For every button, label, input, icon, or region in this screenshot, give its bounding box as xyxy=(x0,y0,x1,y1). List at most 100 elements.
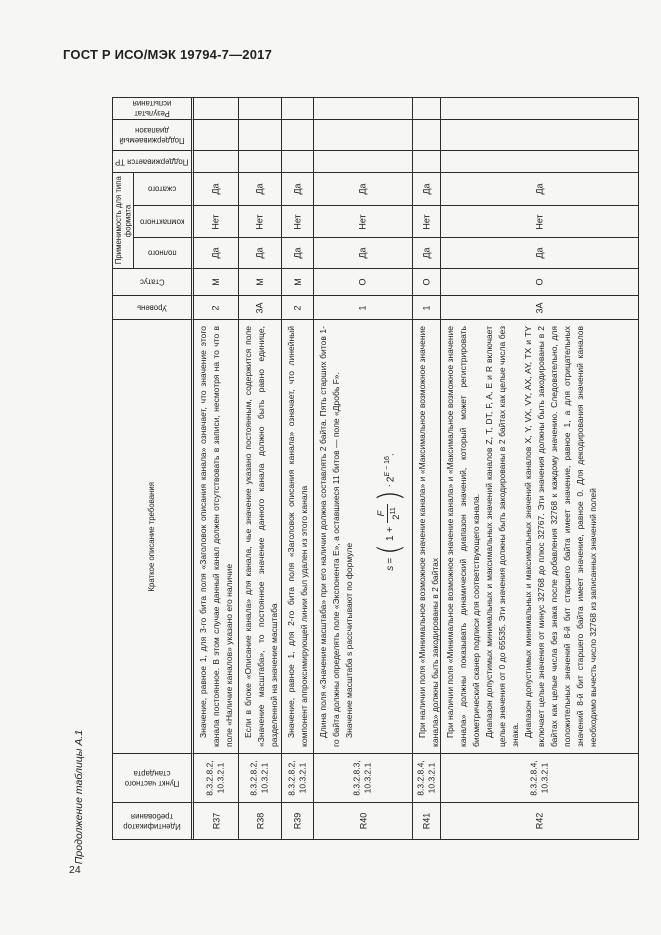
description-paragraph: Значение, равное 1, для 2-го бита поля «… xyxy=(286,326,309,747)
cell-r37-clause: 8.3.2.8.2, 10.3.2.1 xyxy=(194,754,239,803)
cell-r37-description: Значение, равное 1, для 3-го бита поля «… xyxy=(194,320,239,754)
description-paragraph: Если в блоке «Описание канала» для канал… xyxy=(243,326,279,747)
formula-times: ⋅ xyxy=(384,484,396,488)
formula-denominator: 211 xyxy=(387,504,403,523)
cell-r40-description: Длина поля «Значение масштаба» при его н… xyxy=(314,320,413,754)
cell-r37-status: М xyxy=(194,269,239,296)
formula-power-term: 2E − 16. xyxy=(383,453,397,483)
cell-r39-id: R39 xyxy=(282,803,314,839)
row-label-level: Уровень xyxy=(113,296,194,320)
cell-r41-level: 1 xyxy=(413,296,441,320)
description-paragraph: Значение масштаба s рассчитывают по форм… xyxy=(344,542,354,738)
page-number: 24 xyxy=(69,864,81,876)
formula-open-paren: ( xyxy=(371,543,408,555)
cell-r38-status: М xyxy=(239,269,282,296)
cell-r39-result xyxy=(282,98,314,120)
cell-r42-compact: Нет xyxy=(441,206,638,238)
row-label-status: Статус xyxy=(113,269,194,296)
cell-r41-clause: 8.3.2.8.4, 10.3.2.1 xyxy=(413,754,441,803)
row-label-applicability-group: Применимость для типа формата xyxy=(113,173,134,269)
cell-r41-full: Да xyxy=(413,238,441,269)
cell-r38-compressed: Да xyxy=(239,173,282,206)
cell-r39-clause: 8.3.2.8.2, 10.3.2.1 xyxy=(282,754,314,803)
cell-r37-compact: Нет xyxy=(194,206,239,238)
cell-r37-compressed: Да xyxy=(194,173,239,206)
cell-r41-status: О xyxy=(413,269,441,296)
cell-r37-level: 2 xyxy=(194,296,239,320)
formula-one-plus: 1 + xyxy=(384,526,396,541)
cell-r40-status: О xyxy=(314,269,413,296)
cell-r42-range xyxy=(441,120,638,151)
cell-r42-full: Да xyxy=(441,238,638,269)
cell-r41-compressed: Да xyxy=(413,173,441,206)
cell-r39-description: Значение, равное 1, для 2-го бита поля «… xyxy=(282,320,314,754)
cell-r38-level: 3А xyxy=(239,296,282,320)
row-label-supported-tr: Поддерживается ТР xyxy=(113,151,194,173)
cell-r37-result xyxy=(194,98,239,120)
cell-r42-clause: 8.3.2.8.4, 10.3.2.1 xyxy=(441,754,638,803)
requirements-table: Результат испытания Поддерживаемый диапа… xyxy=(112,97,639,840)
cell-r39-full: Да xyxy=(282,238,314,269)
cell-r40-result xyxy=(314,98,413,120)
cell-r40-level: 1 xyxy=(314,296,413,320)
cell-r39-compact: Нет xyxy=(282,206,314,238)
row-label-result: Результат испытания xyxy=(113,98,194,120)
cell-r39-range xyxy=(282,120,314,151)
cell-r40-compressed: Да xyxy=(314,173,413,206)
formula-numerator: F xyxy=(376,510,388,517)
table-continuation-caption-text: Продолжение таблицы А.1 xyxy=(73,729,85,865)
cell-r38-range xyxy=(239,120,282,151)
cell-r41-tr xyxy=(413,151,441,173)
row-label-requirement-id: Идентификатор требования xyxy=(113,803,194,839)
cell-r40-range xyxy=(314,120,413,151)
cell-r40-tr xyxy=(314,151,413,173)
cell-r37-range xyxy=(194,120,239,151)
cell-r41-range xyxy=(413,120,441,151)
row-label-short-description: Краткое описание требования xyxy=(113,320,194,754)
description-paragraph: При наличии поля «Минимальное возможное … xyxy=(417,326,440,747)
cell-r41-compact: Нет xyxy=(413,206,441,238)
cell-r38-description: Если в блоке «Описание канала» для канал… xyxy=(239,320,282,754)
row-label-full: полного xyxy=(134,238,194,269)
description-paragraph: Диапазон допустимых минимальных и максим… xyxy=(484,326,520,747)
formula-fraction: F 211 xyxy=(376,504,403,523)
cell-r38-clause: 8.3.2.8.2, 10.3.2.1 xyxy=(239,754,282,803)
cell-r39-status: М xyxy=(282,269,314,296)
cell-r42-description: При наличии поля «Минимальное возможное … xyxy=(441,320,638,754)
cell-r40-clause: 8.3.2.8.3, 10.3.2.1 xyxy=(314,754,413,803)
description-paragraph: Длина поля «Значение масштаба» при его н… xyxy=(318,326,341,747)
cell-r40-id: R40 xyxy=(314,803,413,839)
cell-r37-full: Да xyxy=(194,238,239,269)
row-label-compact: компактного xyxy=(134,206,194,238)
document-header-title: ГОСТ Р ИСО/МЭК 19794-7—2017 xyxy=(63,47,272,62)
cell-r42-level: 3А xyxy=(441,296,638,320)
cell-r37-id: R37 xyxy=(194,803,239,839)
cell-r39-tr xyxy=(282,151,314,173)
cell-r40-full: Да xyxy=(314,238,413,269)
cell-r39-compressed: Да xyxy=(282,173,314,206)
description-paragraph: При наличии поля «Минимальное возможное … xyxy=(445,326,481,747)
row-label-compressed: сжатого xyxy=(134,173,194,206)
cell-r38-id: R38 xyxy=(239,803,282,839)
cell-r41-result xyxy=(413,98,441,120)
cell-r42-result xyxy=(441,98,638,120)
formula-close-paren: ) xyxy=(371,490,408,502)
formula-lhs: s xyxy=(384,565,396,571)
cell-r42-compressed: Да xyxy=(441,173,638,206)
description-paragraph: Значение, равное 1, для 3-го бита поля «… xyxy=(198,326,234,747)
cell-r38-result xyxy=(239,98,282,120)
cell-r37-tr xyxy=(194,151,239,173)
description-paragraph: Диапазон допустимых минимальных и максим… xyxy=(523,326,598,747)
cell-r41-description: При наличии поля «Минимальное возможное … xyxy=(413,320,441,754)
cell-r38-full: Да xyxy=(239,238,282,269)
cell-r42-tr xyxy=(441,151,638,173)
cell-r42-status: О xyxy=(441,269,638,296)
cell-r38-tr xyxy=(239,151,282,173)
row-label-supported-range: Поддерживаемый диапазон xyxy=(113,120,194,151)
cell-r40-compact: Нет xyxy=(314,206,413,238)
cell-r42-id: R42 xyxy=(534,812,545,830)
cell-r41-id: R41 xyxy=(413,803,441,839)
cell-r39-level: 2 xyxy=(282,296,314,320)
scale-formula: s = ( 1 + F 211 ) ⋅ 2E − 16. xyxy=(369,407,411,617)
